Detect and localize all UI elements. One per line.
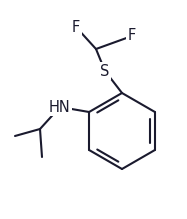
Text: F: F xyxy=(128,28,136,44)
Text: F: F xyxy=(72,19,80,35)
Text: HN: HN xyxy=(49,99,71,115)
Text: S: S xyxy=(100,64,110,78)
